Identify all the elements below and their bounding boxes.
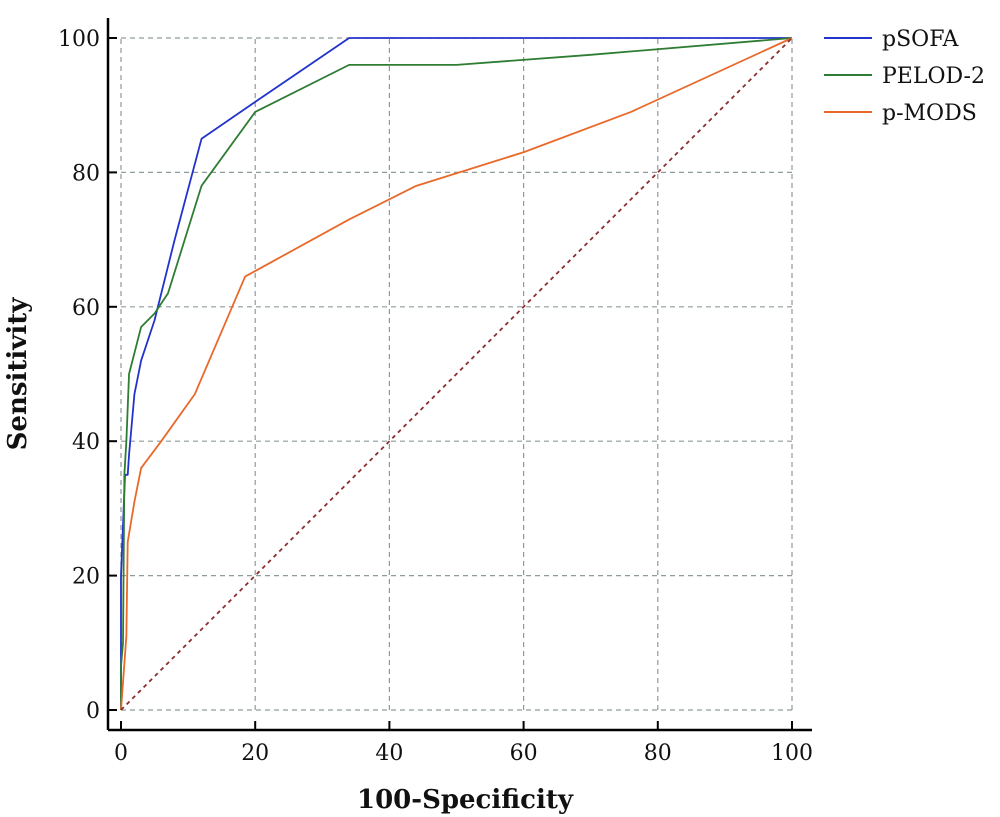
legend-label-p-mods: p-MODS	[882, 101, 977, 126]
series-line-pelod-2	[120, 37, 793, 710]
y-tick-label-1: 20	[72, 565, 100, 590]
x-tick-label-3: 60	[510, 741, 538, 766]
x-axis-title: 100-Specificity	[357, 785, 574, 815]
y-tick-label-5: 100	[58, 27, 100, 52]
x-tick-label-2: 40	[375, 741, 403, 766]
series-line-p-mods	[120, 37, 793, 711]
x-tick-label-0: 0	[114, 741, 128, 766]
x-tick-label-1: 20	[241, 741, 269, 766]
series-group	[120, 37, 793, 711]
tick-labels: 0 20 40 60 80 100 0 20 40 60 80 100	[58, 27, 813, 766]
y-tick-label-0: 0	[86, 699, 100, 724]
y-tick-label-4: 80	[72, 161, 100, 186]
legend-label-pelod-2: PELOD-2	[882, 64, 985, 89]
legend-label-psofa: pSOFA	[882, 27, 960, 52]
x-tick-label-5: 100	[771, 741, 813, 766]
axes	[106, 18, 812, 732]
y-axis-title: Sensitivity	[3, 297, 33, 451]
reference-diagonal-line	[120, 37, 793, 711]
y-tick-label-2: 40	[72, 430, 100, 455]
y-tick-label-3: 60	[72, 296, 100, 321]
grid	[120, 37, 793, 711]
legend: pSOFA PELOD-2 p-MODS	[824, 27, 985, 126]
x-tick-label-4: 80	[644, 741, 672, 766]
